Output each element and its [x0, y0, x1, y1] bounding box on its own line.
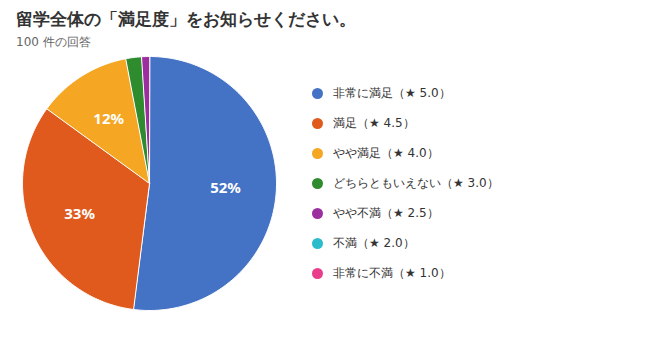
html-text:やや満足（★ 4.0）: やや満足（★ 4.0）: [333, 146, 439, 160]
svg-text:12%: 12%: [93, 108, 124, 128]
svg-text:52%: 52%: [210, 177, 241, 197]
html-text:100 件の回答: 100 件の回答: [16, 35, 91, 49]
html-text:非常に不満（★ 1.0）: 非常に不満（★ 1.0）: [333, 266, 451, 280]
html-text:留学全体の「満足度」をお知らせください。: 留学全体の「満足度」をお知らせください。: [16, 9, 356, 29]
html-text:非常に満足（★ 5.0）: 非常に満足（★ 5.0）: [333, 86, 451, 100]
html-text:満足（★ 4.5）: 満足（★ 4.5）: [333, 116, 415, 130]
html-text:やや不満（★ 2.5）: やや不満（★ 2.5）: [333, 206, 439, 220]
svg-text:33%: 33%: [64, 203, 95, 223]
html-text:不満（★ 2.0）: 不満（★ 2.0）: [333, 236, 415, 250]
html-text:どちらともいえない（★ 3.0）: どちらともいえない（★ 3.0）: [333, 176, 499, 190]
